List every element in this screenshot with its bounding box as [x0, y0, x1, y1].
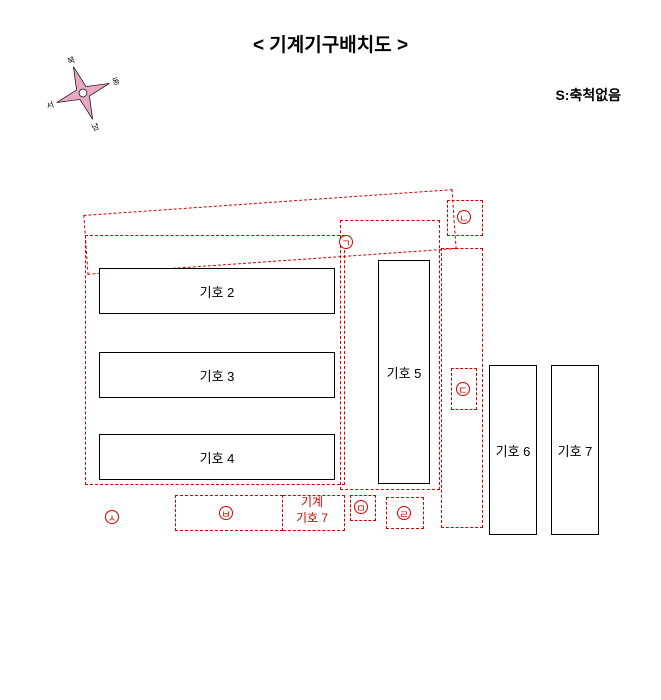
sym7-box: 기호 7	[551, 365, 599, 535]
marker-mieum: ㅁ	[354, 500, 368, 514]
compass-rose: 북동남서	[48, 58, 118, 128]
sym6-label: 기호 6	[496, 441, 531, 460]
marker-siot: ㅅ	[105, 510, 119, 524]
layout-page: < 기계기구배치도 > S:축척없음 북동남서 기호 2기호 3기호 4기호 5…	[0, 0, 661, 700]
sym2-label: 기호 2	[200, 282, 235, 301]
sym4-label: 기호 4	[200, 448, 235, 467]
sym5-box: 기호 5	[378, 260, 430, 484]
marker-digeut: ㄷ	[456, 382, 470, 396]
sym3-label: 기호 3	[200, 366, 235, 385]
scale-note: S:축척없음	[555, 85, 621, 105]
sym3-box: 기호 3	[99, 352, 335, 398]
svg-text:남: 남	[90, 122, 101, 133]
sym5-label: 기호 5	[387, 363, 422, 382]
machine-label: 기계기호 7	[296, 495, 328, 526]
marker-giyeok: ㄱ	[339, 235, 353, 249]
compass-svg: 북동남서	[38, 48, 128, 138]
sym2-box: 기호 2	[99, 268, 335, 314]
sym4-box: 기호 4	[99, 434, 335, 480]
sym7-label: 기호 7	[558, 441, 593, 460]
marker-bieup: ㅂ	[219, 506, 233, 520]
marker-nieun: ㄴ	[457, 210, 471, 224]
svg-text:서: 서	[45, 100, 55, 111]
sym6-box: 기호 6	[489, 365, 537, 535]
marker-rieul: ㄹ	[397, 506, 411, 520]
svg-text:동: 동	[111, 76, 121, 87]
